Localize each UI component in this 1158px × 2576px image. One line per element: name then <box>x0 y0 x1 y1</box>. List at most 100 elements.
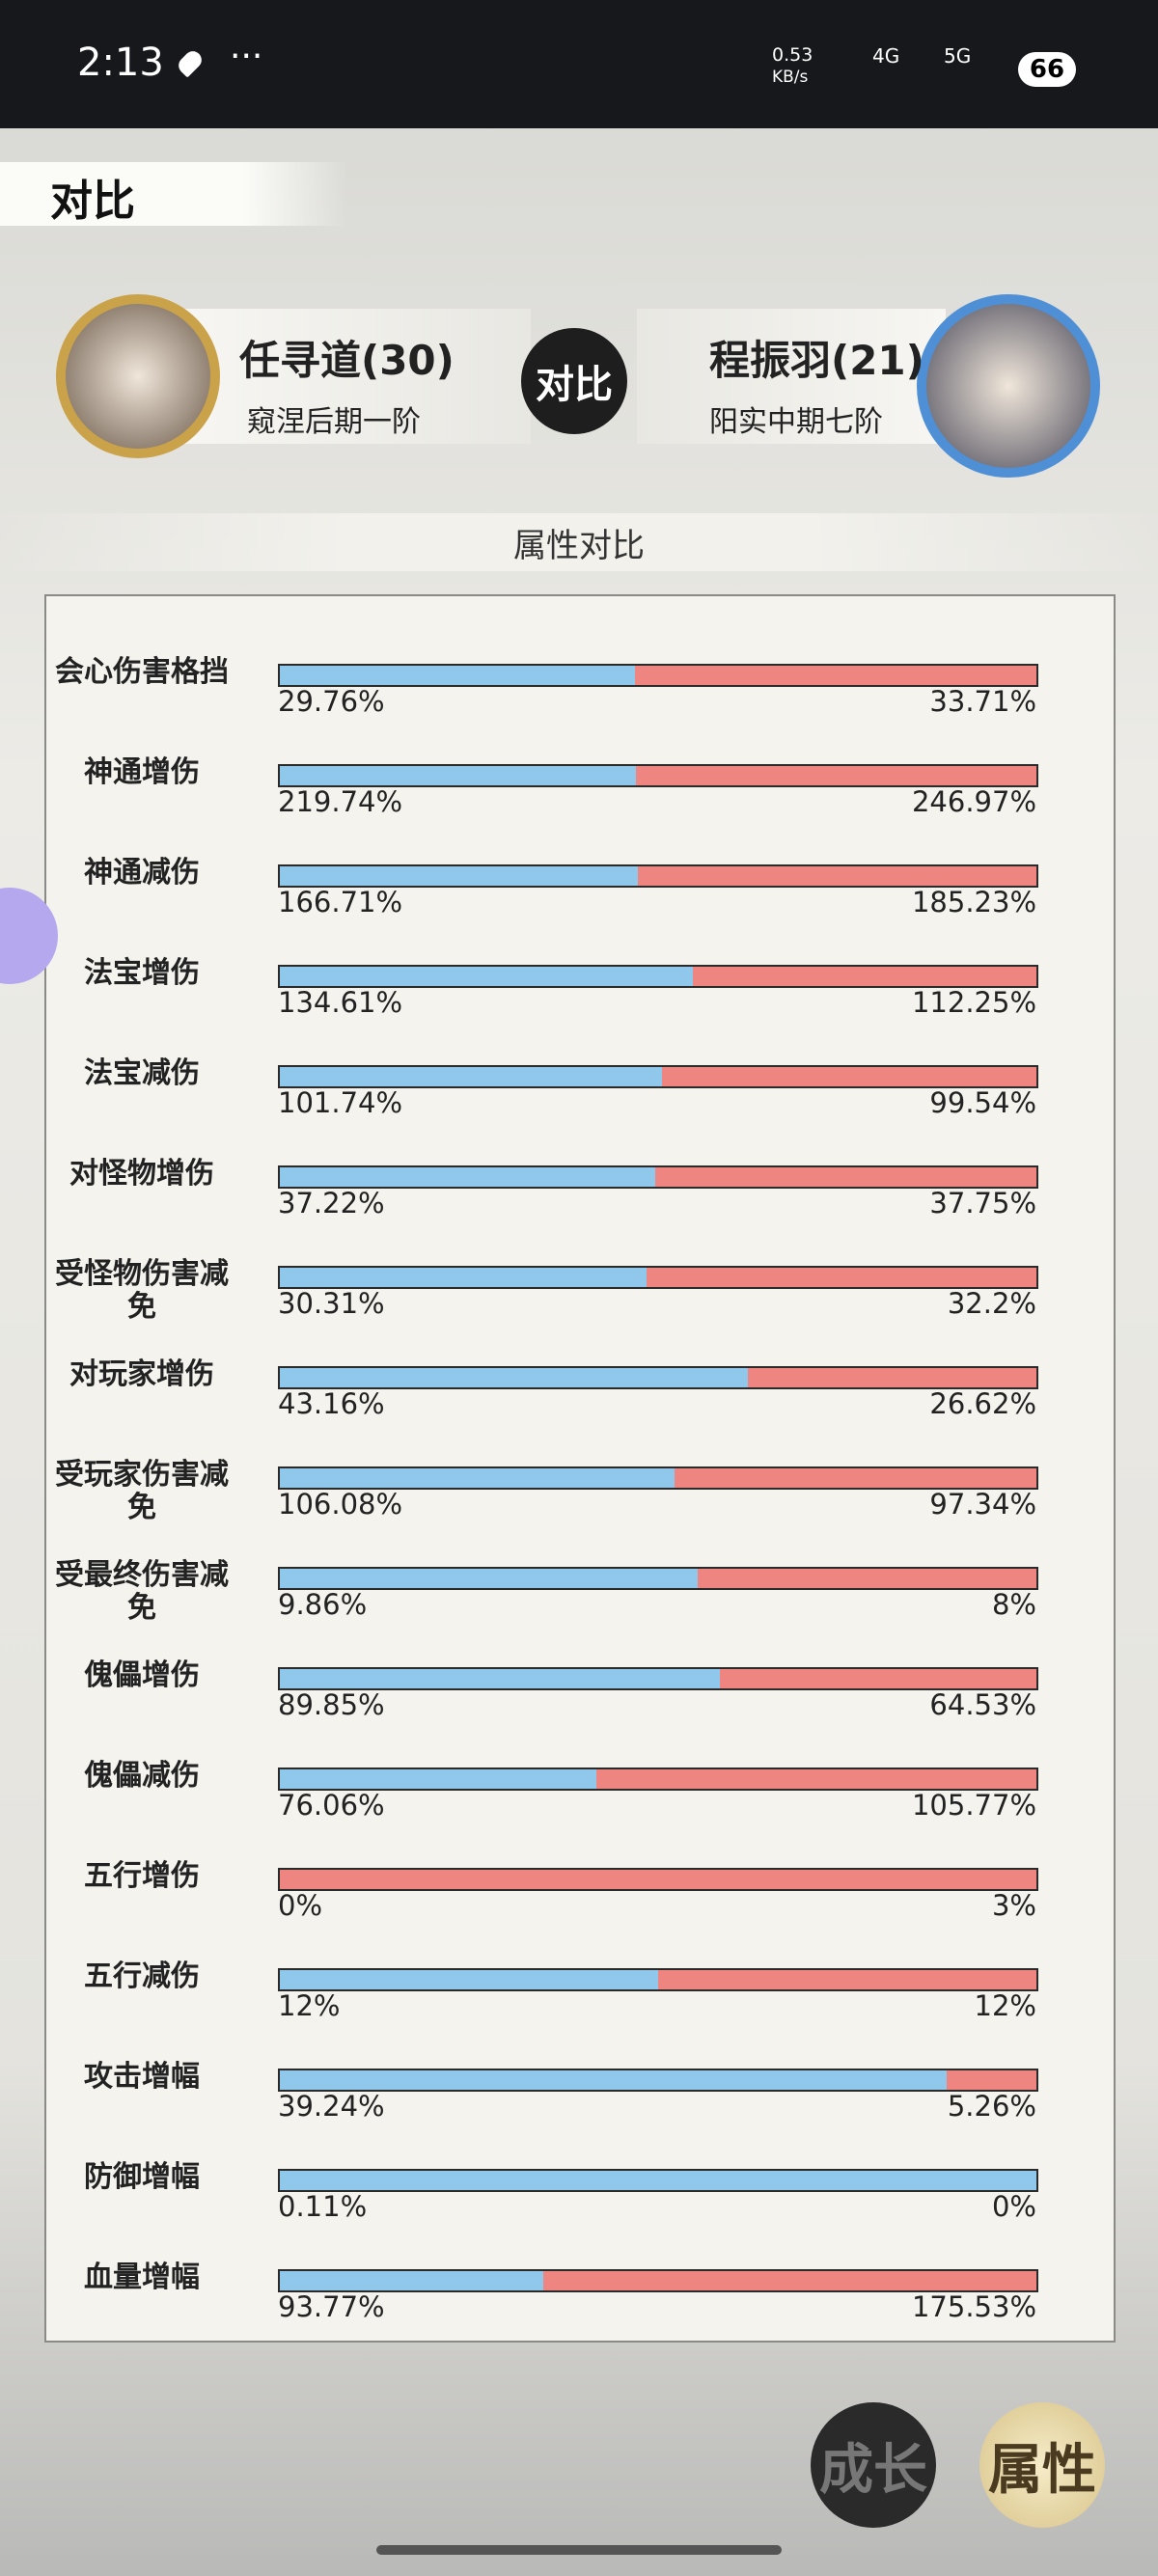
home-indicator <box>376 2545 782 2555</box>
compare-bar <box>278 1968 1038 1991</box>
compare-bar <box>278 1667 1038 1690</box>
avatar[interactable] <box>917 294 1100 478</box>
tab-button[interactable]: 成长 <box>811 2402 936 2528</box>
right-value: 37.75% <box>929 1187 1036 1219</box>
right-value: 64.53% <box>929 1688 1036 1721</box>
left-bar <box>280 1368 748 1387</box>
attribute-label: 神通减伤 <box>84 856 200 890</box>
player-plate <box>637 309 946 444</box>
right-value: 246.97% <box>911 785 1036 818</box>
compare-bar <box>278 1165 1038 1189</box>
right-value: 0% <box>991 2190 1036 2223</box>
attribute-label: 血量增幅 <box>84 2261 200 2294</box>
attribute-label: 傀儡减伤 <box>84 1759 200 1793</box>
right-bar <box>280 1870 1036 1889</box>
attribute-label: 攻击增幅 <box>84 2060 200 2094</box>
compare-bar <box>278 1065 1038 1088</box>
left-bar <box>280 1769 596 1789</box>
compare-bar <box>278 1868 1038 1891</box>
right-bar <box>634 666 1036 685</box>
right-value: 32.2% <box>947 1287 1036 1320</box>
right-value: 105.77% <box>911 1789 1036 1822</box>
compare-bar <box>278 1366 1038 1389</box>
compare-bar <box>278 764 1038 787</box>
left-bar <box>280 1067 663 1086</box>
attribute-label: 防御增幅 <box>84 2160 200 2194</box>
battery: 66 <box>1018 52 1076 87</box>
tab-button[interactable]: 属性 <box>979 2402 1105 2528</box>
player-name: 程振羽(21) <box>709 337 924 384</box>
compare-bar <box>278 2069 1038 2092</box>
attribute-label: 受最终伤害减免 <box>55 1558 229 1625</box>
attribute-label: 会心伤害格挡 <box>55 655 229 689</box>
attribute-label: 对玩家增伤 <box>69 1357 214 1391</box>
attribute-label: 傀儡增伤 <box>84 1658 200 1692</box>
time: 2:13 <box>77 41 164 85</box>
right-value: 33.71% <box>929 685 1036 718</box>
network: 5G <box>944 44 972 68</box>
attribute-label: 五行增伤 <box>84 1859 200 1893</box>
attribute-label: 法宝增伤 <box>84 956 200 990</box>
left-bar <box>280 866 639 886</box>
left-value: 134.61% <box>278 986 403 1019</box>
compare-bar <box>278 965 1038 988</box>
player-realm: 窥涅后期一阶 <box>247 405 421 439</box>
player-plate <box>183 309 531 444</box>
right-value: 3% <box>991 1889 1036 1922</box>
left-bar <box>280 666 635 685</box>
compare-bar <box>278 1466 1038 1490</box>
section-title: 属性对比 <box>513 527 645 565</box>
left-bar <box>280 2070 948 2090</box>
attribute-label: 法宝减伤 <box>84 1056 200 1090</box>
right-bar <box>595 1769 1036 1789</box>
status-bar: 2:13 ··· 0.53 KB/s 4G 5G 66 <box>0 0 1158 128</box>
left-value: 219.74% <box>278 785 403 818</box>
left-value: 101.74% <box>278 1086 403 1119</box>
right-bar <box>747 1368 1036 1387</box>
left-bar <box>280 766 637 785</box>
attribute-label: 受怪物伤害减免 <box>55 1257 229 1324</box>
page-title: 对比 <box>50 177 135 226</box>
right-bar <box>662 1067 1036 1086</box>
location-icon <box>175 47 206 78</box>
left-bar <box>280 2271 543 2290</box>
attribute-label: 神通增伤 <box>84 755 200 789</box>
left-value: 9.86% <box>278 1588 368 1621</box>
right-bar <box>674 1468 1036 1488</box>
right-value: 97.34% <box>929 1488 1036 1521</box>
left-bar <box>280 1167 656 1187</box>
right-bar <box>697 1569 1036 1588</box>
right-value: 185.23% <box>911 886 1036 918</box>
right-bar <box>947 2070 1036 2090</box>
section-band <box>0 513 1158 571</box>
left-value: 76.06% <box>278 1789 385 1822</box>
left-bar <box>280 1669 721 1688</box>
compare-bar <box>278 864 1038 888</box>
right-bar <box>636 766 1036 785</box>
right-bar <box>638 866 1036 886</box>
right-bar <box>720 1669 1036 1688</box>
right-bar <box>692 967 1036 986</box>
left-value: 43.16% <box>278 1387 385 1420</box>
compare-panel: 会心伤害格挡 29.76% 33.71% 神通增伤 219.74% 246.97% 神通减伤… <box>44 594 1116 2343</box>
right-value: 175.53% <box>911 2290 1036 2323</box>
right-value: 112.25% <box>911 986 1036 1019</box>
right-value: 26.62% <box>929 1387 1036 1420</box>
left-value: 106.08% <box>278 1488 403 1521</box>
right-bar <box>647 1268 1036 1287</box>
left-value: 29.76% <box>278 685 385 718</box>
right-value: 5.26% <box>947 2090 1036 2123</box>
compare-bar <box>278 2169 1038 2192</box>
player-realm: 阳实中期七阶 <box>709 405 883 439</box>
attribute-label: 受玩家伤害减免 <box>55 1458 229 1524</box>
avatar[interactable] <box>56 294 220 458</box>
right-bar <box>658 1970 1036 1989</box>
left-value: 0.11% <box>278 2190 368 2223</box>
compare-bar <box>278 2269 1038 2292</box>
left-value: 93.77% <box>278 2290 385 2323</box>
compare-bar <box>278 1266 1038 1289</box>
title-banner <box>0 162 347 226</box>
left-bar <box>280 967 693 986</box>
right-bar <box>542 2271 1036 2290</box>
left-bar <box>280 1569 698 1588</box>
